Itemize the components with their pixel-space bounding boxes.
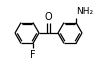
Text: O: O bbox=[45, 11, 52, 21]
Text: NH₂: NH₂ bbox=[76, 7, 94, 16]
Text: F: F bbox=[30, 50, 36, 60]
